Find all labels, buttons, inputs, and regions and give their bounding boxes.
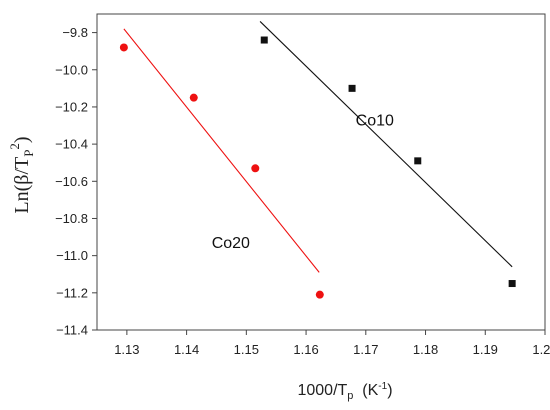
y-tick-label: −10.6 — [55, 174, 88, 189]
y-tick-label: −10.2 — [55, 99, 88, 114]
x-tick-label: 1.17 — [353, 342, 378, 357]
fit-line-co10 — [259, 21, 513, 268]
label-co20: Co20 — [212, 235, 250, 252]
x-tick-label: 1.14 — [174, 342, 199, 357]
x-tick-label: 1.18 — [413, 342, 438, 357]
point-co20 — [119, 43, 128, 52]
point-co10 — [348, 84, 356, 92]
plot-area-border — [96, 13, 546, 331]
point-co20 — [315, 290, 324, 299]
annotations: Co10 Co20 — [212, 113, 394, 253]
x-tick-label: 1.16 — [293, 342, 318, 357]
point-co10 — [508, 280, 516, 288]
point-co10 — [260, 36, 268, 44]
y-tick-label: −10.4 — [55, 137, 88, 152]
x-tick-label: 1.13 — [114, 342, 139, 357]
point-co20 — [251, 164, 260, 173]
y-tick-label: −10.8 — [55, 211, 88, 226]
x-tick-label: 1.19 — [473, 342, 498, 357]
y-tick-label: −10.0 — [55, 62, 88, 77]
fit-line-co20 — [123, 28, 320, 273]
y-tick-label: −9.8 — [62, 25, 88, 40]
x-tick-label: 1.15 — [234, 342, 259, 357]
y-axis: −9.8 −10.0 −10.2 −10.4 −10.6 −10.8 −11.0 −11.2 −… — [55, 25, 97, 338]
plot-frame — [96, 13, 546, 331]
x-axis: 1.13 1.14 1.15 1.16 1.17 1.18 1.19 1.20 — [114, 330, 550, 357]
y-tick-label: −11.4 — [56, 323, 88, 338]
data-points — [119, 36, 516, 299]
x-axis-title: 1000/Tp (K-1) — [297, 381, 392, 402]
fit-lines — [123, 21, 513, 273]
label-co10: Co10 — [356, 113, 394, 130]
point-co20 — [189, 93, 198, 102]
y-tick-label: −11.0 — [56, 248, 88, 263]
x-tick-label: 1.20 — [532, 342, 550, 357]
y-axis-title: Ln(β/TP2) — [7, 136, 36, 213]
y-tick-label: −11.2 — [56, 285, 88, 300]
point-co10 — [414, 157, 422, 165]
